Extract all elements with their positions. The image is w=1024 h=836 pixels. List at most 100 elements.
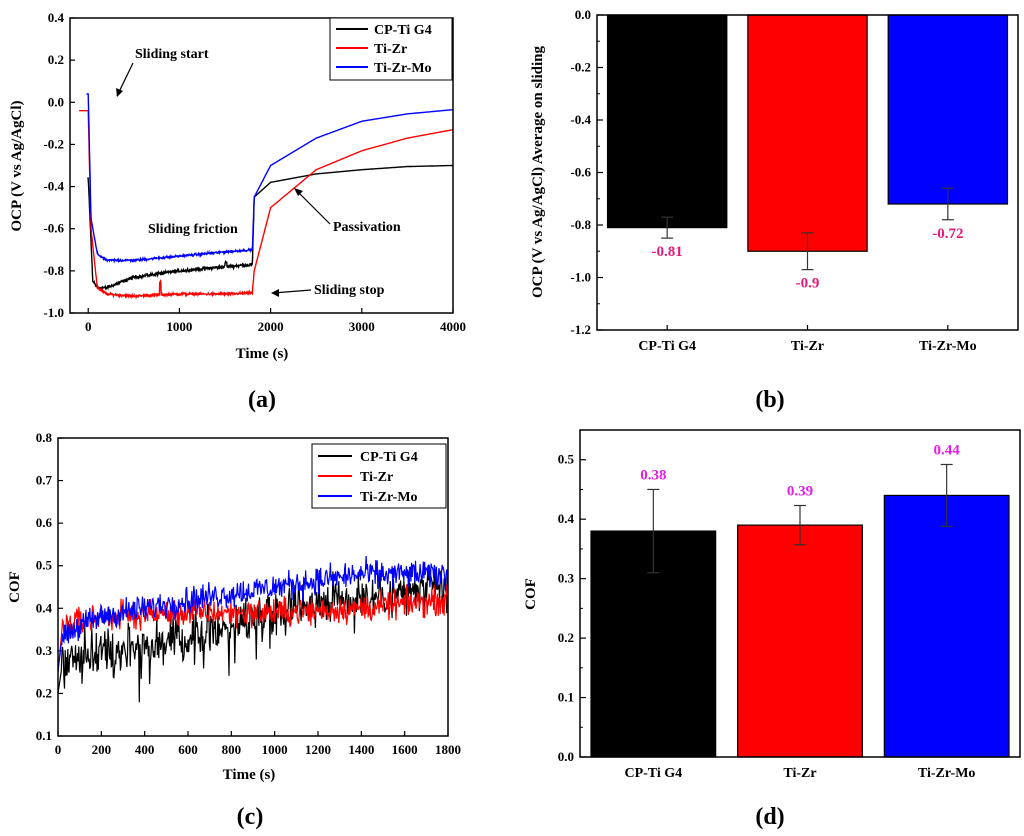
panel-a-legend: CP-Ti G4 Ti-Zr Ti-Zr-Mo [329,17,453,81]
panel-a-x-axis-title: Time (s) [236,346,289,362]
panel-a-annotations: Sliding start Sliding friction Passivati… [116,47,401,298]
panel-b-value-label-ti-zr: -0.9 [796,276,820,292]
panel-a-ocp-time-chart: 0.4 0.2 0.0 -0.2 -0.4 -0.6 -0.8 -1.0 0 1000 2000 30… [9,10,466,413]
panel-d-label: (d) [755,804,784,830]
panel-b-value-label-ti-zr-mo: -0.72 [932,226,963,242]
panel-b-ocp-average-chart: 0.0 -0.2 -0.4 -0.6 -0.8 -1.0 -1.2 CP-Ti G4 Ti-Zr… [530,7,1019,413]
panel-b-y-tick-label: -0.4 [570,112,591,127]
panel-d-bar-ti-zr-mo [883,494,1010,758]
panel-a-x-tick-label: 1000 [166,319,192,334]
panel-b-bar-ti-zr-mo [887,14,1009,205]
panel-c-cof-time-chart: 0.8 0.7 0.6 0.5 0.4 0.3 0.2 0.10 200 400 600 800 100… [7,430,461,830]
panel-c-label: (c) [237,804,264,830]
panel-d-bar-ti-zr [737,524,863,758]
annotation-sliding-start-arrowhead [116,88,123,97]
panel-d-y-tick-label: 0.1 [558,690,574,705]
panel-d-y-axis-title: COF [523,578,539,610]
panel-c-y-tick-label: 0.1 [36,728,52,743]
panel-c-x-tick-label: 1200 [305,742,331,757]
panel-c-legend-label-ti-zr-mo: Ti-Zr-Mo [360,490,418,505]
panel-b-y-tick-label: -0.2 [570,60,591,75]
panel-b-y-tick-label: -0.8 [570,217,591,232]
panel-d-x-tick-label-ti-zr: Ti-Zr [783,766,816,781]
panel-a-label: (a) [248,387,276,413]
annotation-sliding-start: Sliding start [135,47,209,62]
panel-c-y-tick-label: 0.5 [36,558,53,573]
panel-b-plot-frame [596,14,1019,331]
panel-c-y-tick-label: 0.2 [36,685,52,700]
panel-a-plot-frame [69,17,454,314]
panel-a-series-line-cp-ti-g4 [87,164,453,292]
panel-d-value-label-ti-zr: 0.39 [787,484,813,500]
panel-d-value-label-ti-zr-mo: 0.44 [934,442,961,458]
panel-a-y-tick-label: -1.0 [43,305,64,320]
panel-b-y-tick-label: -0.6 [570,165,591,180]
panel-c-y-tick-label: 0.6 [36,515,53,530]
panel-b-y-tick-label: -1.2 [570,322,591,337]
annotation-passivation-arrowhead [294,188,303,196]
panel-d-y-tick-label: 0.3 [558,571,575,586]
panel-a-x-tick-label: 2000 [258,319,284,334]
panel-c-x-tick-label: 1600 [392,742,418,757]
panel-c-y-tick-label: 0.4 [36,600,53,615]
panel-a-y-tick-label: -0.6 [43,221,64,236]
annotation-passivation-arrow [295,189,331,225]
panel-a-x-tick-label: 3000 [349,319,375,334]
panel-b-y-tick-label: 0.0 [575,7,591,22]
panel-a-legend-label-ti-zr: Ti-Zr [374,42,407,57]
panel-c-x-tick-label: 400 [135,742,155,757]
panel-a-y-tick-label: 0.4 [48,10,65,25]
panel-a-legend-label-cp-ti-g4: CP-Ti G4 [374,23,432,38]
panel-d-y-tick-label: 0.2 [558,630,574,645]
panel-c-plot-frame [57,437,449,737]
annotation-sliding-stop-arrow [272,289,312,294]
panel-c-y-axis-title: COF [7,571,23,603]
annotation-passivation: Passivation [333,220,401,235]
panel-b-x-tick-label-ti-zr: Ti-Zr [791,339,824,354]
panel-a-y-tick-label: -0.8 [43,263,64,278]
panel-c-legend-label-cp-ti-g4: CP-Ti G4 [360,450,418,465]
panel-c-series-line-cp-ti-g4 [57,565,449,703]
panel-c-legend: CP-Ti G4 Ti-Zr Ti-Zr-Mo [311,443,447,509]
panel-d-y-tick-label: 0.0 [558,749,574,764]
panel-d-y-tick-label: 0.5 [558,452,575,467]
panel-c-x-tick-label: 1400 [348,742,374,757]
annotation-sliding-stop: Sliding stop [314,283,385,298]
panel-c-x-tick-label: 0 [55,742,62,757]
panel-a-y-tick-label: -0.2 [43,136,64,151]
panel-c-series-line-ti-zr [57,584,449,673]
panel-b-y-tick-label: -1.0 [570,270,591,285]
panel-c-x-tick-label: 600 [178,742,198,757]
panel-c-x-tick-label: 1000 [262,742,288,757]
panel-a-legend-label-ti-zr-mo: Ti-Zr-Mo [374,61,432,76]
panel-d-cof-average-chart: 0.00.10.20.30.40.5CP-Ti G4 Ti-Zr Ti-Zr-Mo … [523,429,1021,830]
panel-c-x-tick-label: 800 [222,742,242,757]
panel-a-y-tick-label: 0.2 [48,52,64,67]
panel-c-y-tick-label: 0.3 [36,643,53,658]
panel-a-series-line-ti-zr-mo [86,93,453,264]
panel-a-series-line-ti-zr [79,110,453,300]
panel-a-x-tick-label: 4000 [440,319,466,334]
panel-d-plot-frame [579,429,1021,758]
panel-b-x-tick-label-ti-zr-mo: Ti-Zr-Mo [919,339,977,354]
panel-b-bar-ti-zr [747,14,868,252]
panel-c-x-axis-title: Time (s) [223,767,276,783]
panel-a-y-tick-label: -0.4 [43,179,64,194]
annotation-sliding-stop-arrowhead [271,289,279,297]
panel-c-y-tick-label: 0.8 [36,430,53,445]
panel-d-value-label-cp-ti-g4: 0.38 [640,467,666,483]
panel-b-y-axis-title: OCP (V vs Ag/AgCl) Average on sliding [530,46,546,298]
panel-a-y-tick-label: 0.0 [48,94,64,109]
annotation-sliding-friction: Sliding friction [148,222,238,237]
panel-c-series-line-ti-zr-mo [57,555,449,673]
panel-d-y-tick-label: 0.4 [558,511,575,526]
panel-b-x-tick-label-cp-ti-g4: CP-Ti G4 [638,339,696,354]
panel-b-label: (b) [755,387,784,413]
panel-b-value-label-cp-ti-g4: -0.81 [652,244,683,260]
panel-c-x-tick-label: 1800 [435,742,461,757]
panel-d-x-tick-label-ti-zr-mo: Ti-Zr-Mo [918,766,976,781]
panel-a-x-tick-label: 0 [85,319,92,334]
panel-d-x-tick-label-cp-ti-g4: CP-Ti G4 [624,766,682,781]
panel-c-legend-label-ti-zr: Ti-Zr [360,470,393,485]
